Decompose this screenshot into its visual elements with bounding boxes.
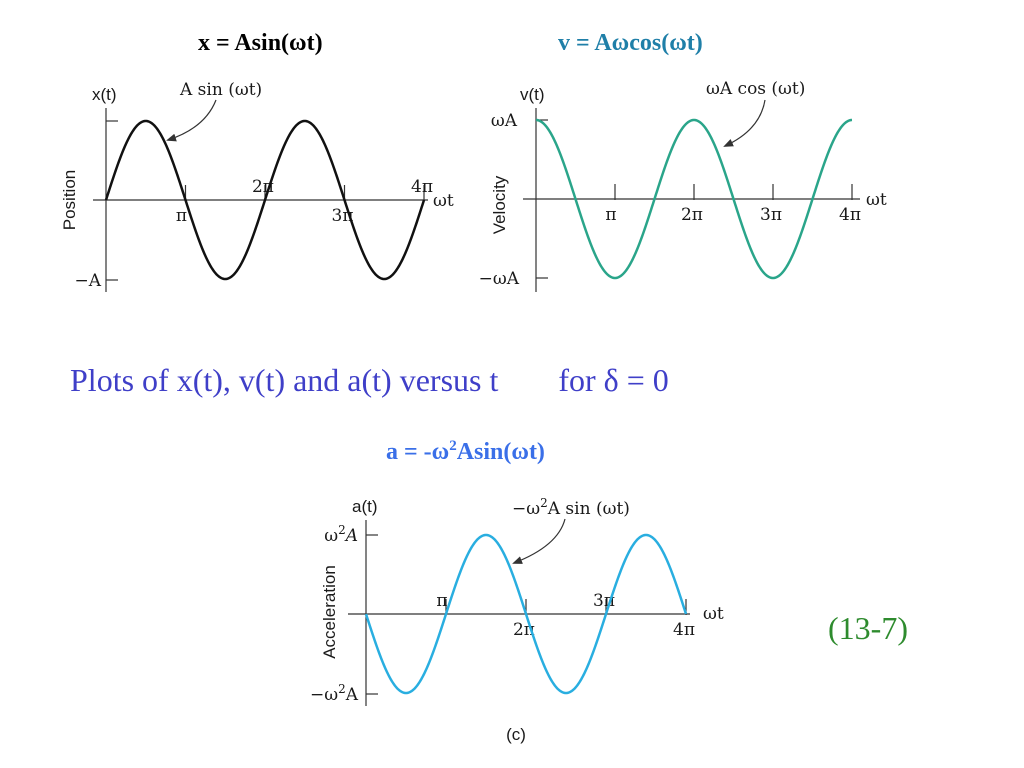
acceleration-annotation-arrow	[512, 518, 566, 564]
position-title: x = Asin(ωt)	[198, 30, 323, 56]
position-xlabel: ωt	[433, 191, 454, 211]
position-curve	[104, 119, 426, 281]
velocity-xticks: π 2π 3π 4π	[605, 184, 861, 225]
acceleration-annotation-sup: 2	[540, 496, 548, 510]
acceleration-xlabel: ωt	[703, 604, 724, 624]
position-ylabel: Position	[60, 170, 79, 230]
acceleration-title-suffix: Asin(ωt)	[456, 439, 545, 465]
velocity-ytick-pos-label: ωA	[491, 111, 518, 131]
velocity-annotation-arrow	[723, 99, 766, 147]
velocity-xtick-label-2: 2π	[681, 205, 703, 225]
acceleration-panel-label: (c)	[506, 725, 526, 744]
acceleration-ytick-neg-label: −ω2A	[310, 682, 359, 705]
acceleration-ytick-pos-label: ω2A	[324, 523, 358, 546]
acceleration-title: a = -ω2Asin(ωt)	[386, 438, 545, 466]
caption-part1: Plots of x(t), v(t) and a(t) versus t	[70, 362, 499, 398]
acceleration-curve	[364, 533, 688, 695]
position-annotation: A sin (ωt)	[179, 80, 262, 100]
acceleration-chart: a(t) Acceleration ω2A −ω2A ωt −ω2A sin (…	[310, 496, 724, 744]
acceleration-title-prefix: a = -ω	[386, 439, 450, 465]
caption: Plots of x(t), v(t) and a(t) versus t for…	[70, 362, 669, 399]
acceleration-annotation-suffix: A sin (ωt)	[547, 499, 630, 519]
velocity-chart: v(t) Velocity ωA −ωA ωt ωA cos (ωt) π 2π 3…	[479, 79, 887, 292]
position-annotation-arrow	[166, 99, 217, 142]
acceleration-xtick-label-4: 4π	[673, 620, 695, 640]
acceleration-ytick-pos-suffix: A	[344, 526, 358, 546]
acceleration-ytick-neg-sup: 2	[338, 682, 346, 696]
velocity-curve	[535, 118, 853, 280]
acceleration-annotation-base: −ω	[512, 499, 540, 519]
acceleration-ytick-pos-sup: 2	[338, 523, 346, 537]
velocity-ytick-neg-label: −ωA	[479, 269, 520, 289]
velocity-ylabel: Velocity	[490, 175, 509, 234]
acceleration-xtick-label-1: π	[436, 591, 447, 611]
position-xtick-label-1: π	[176, 206, 187, 226]
acceleration-ytick-neg-suffix: A	[345, 685, 359, 705]
velocity-title: v = Aωcos(ωt)	[558, 30, 703, 56]
position-xtick-label-4: 4π	[411, 177, 433, 197]
velocity-xtick-label-3: 3π	[760, 205, 782, 225]
acceleration-annotation: −ω2A sin (ωt)	[512, 496, 630, 519]
acceleration-ytick-pos-base: ω	[324, 526, 338, 546]
velocity-annotation: ωA cos (ωt)	[706, 79, 805, 99]
velocity-xtick-label-1: π	[605, 205, 616, 225]
acceleration-ylabel: Acceleration	[320, 565, 339, 659]
equation-number: (13-7)	[828, 610, 908, 646]
velocity-xtick-label-4: 4π	[839, 205, 861, 225]
caption-part2: for δ = 0	[558, 362, 669, 398]
acceleration-ytick-neg-base: −ω	[310, 685, 338, 705]
velocity-xlabel: ωt	[866, 190, 887, 210]
velocity-ylabel-top: v(t)	[520, 85, 545, 104]
acceleration-title-sup: 2	[449, 438, 457, 454]
position-ylabel-top: x(t)	[92, 85, 117, 104]
position-ytick-neg-label: −A	[74, 271, 101, 291]
acceleration-ylabel-top: a(t)	[352, 497, 378, 516]
